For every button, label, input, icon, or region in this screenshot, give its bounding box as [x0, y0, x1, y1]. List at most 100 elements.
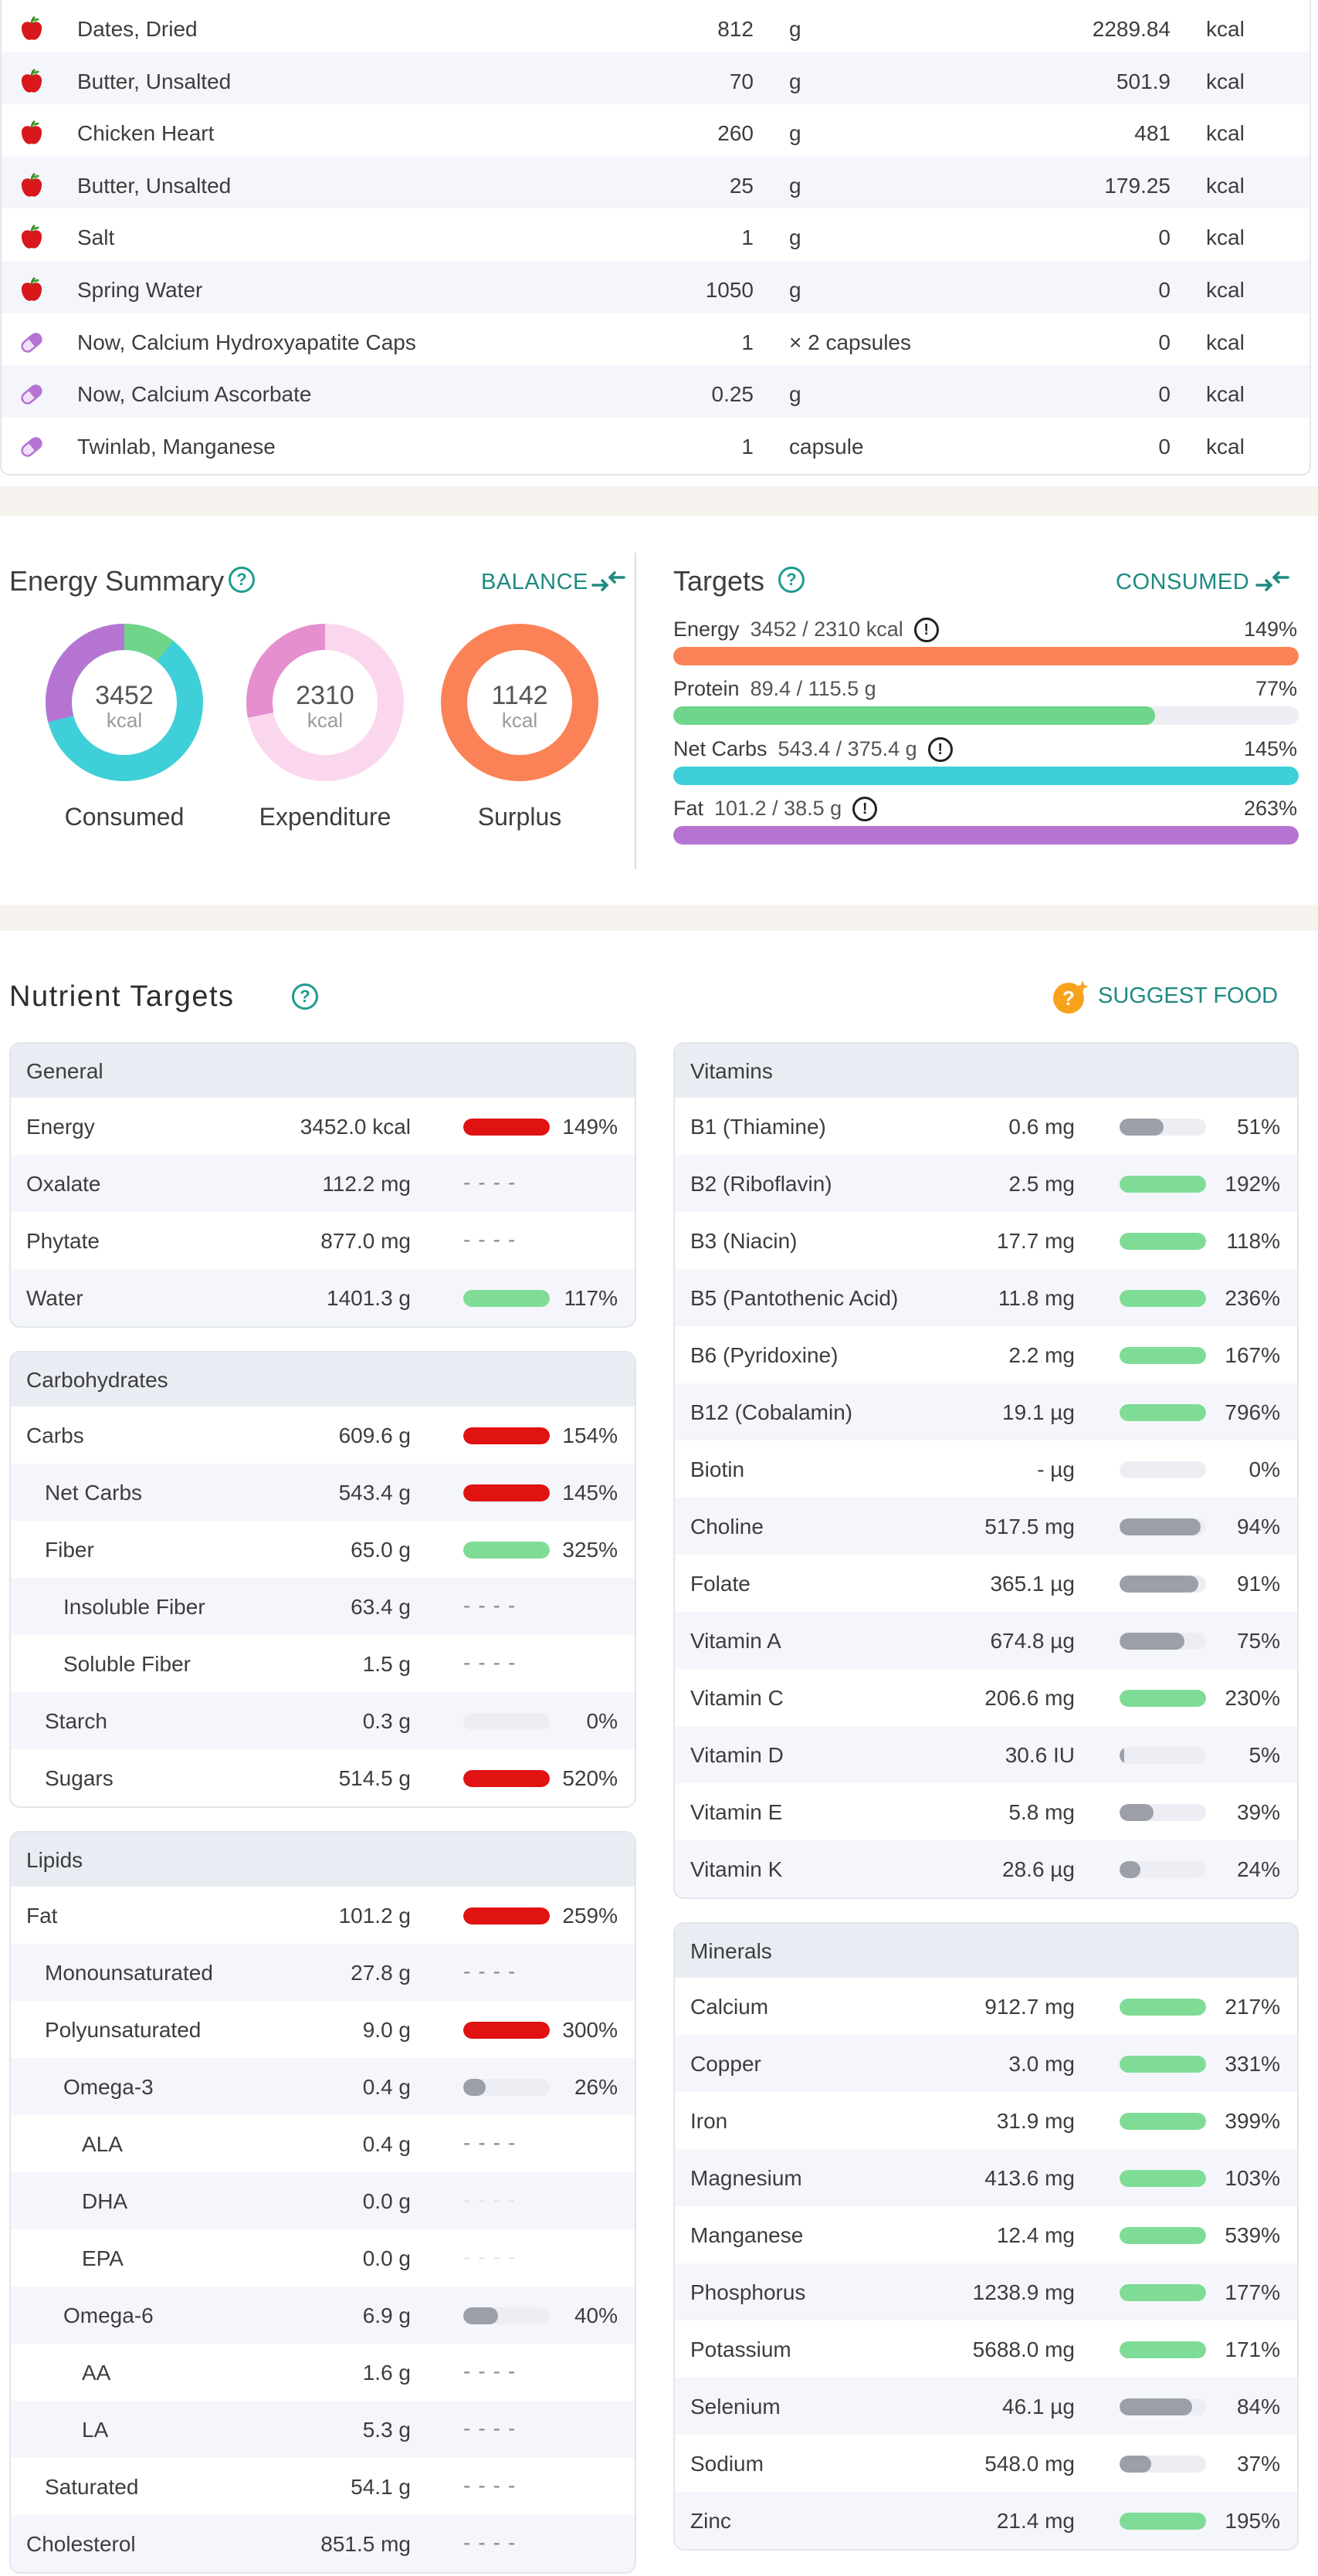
nutrient-row[interactable]: B3 (Niacin) 17.7 mg 118%: [675, 1212, 1297, 1269]
nutrient-percent: 236%: [1225, 1286, 1280, 1310]
food-amount[interactable]: 25: [729, 173, 754, 198]
nutrient-row[interactable]: Omega-6 6.9 g 40%: [11, 2287, 635, 2344]
food-name[interactable]: Butter, Unsalted: [77, 69, 232, 93]
warning-icon[interactable]: !: [927, 737, 953, 762]
nutrient-row[interactable]: Monounsaturated 27.8 g ----: [11, 1944, 635, 2001]
food-name[interactable]: Now, Calcium Ascorbate: [77, 382, 312, 407]
nutrient-name: EPA: [82, 2246, 124, 2270]
food-amount[interactable]: 1: [741, 434, 754, 459]
warning-icon[interactable]: !: [852, 797, 878, 821]
nutrient-row[interactable]: B12 (Cobalamin) 19.1 µg 796%: [675, 1383, 1297, 1440]
nutrient-row[interactable]: Polyunsaturated 9.0 g 300%: [11, 2001, 635, 2058]
nutrient-row[interactable]: Iron 31.9 mg 399%: [675, 2092, 1297, 2149]
food-name[interactable]: Now, Calcium Hydroxyapatite Caps: [77, 330, 416, 354]
food-amount[interactable]: 1: [741, 330, 754, 354]
nutrient-row[interactable]: DHA 0.0 g ----: [11, 2172, 635, 2229]
nutrient-row[interactable]: Vitamin A 674.8 µg 75%: [675, 1612, 1297, 1669]
nutrient-row[interactable]: Saturated 54.1 g ----: [11, 2458, 635, 2515]
nutrient-row[interactable]: B6 (Pyridoxine) 2.2 mg 167%: [675, 1326, 1297, 1383]
food-amount[interactable]: 0.25: [711, 382, 754, 407]
food-log-row[interactable]: Now, Calcium Ascorbate 0.25 g 0 kcal: [2, 365, 1310, 418]
food-log-row[interactable]: Butter, Unsalted 25 g 179.25 kcal: [2, 156, 1310, 209]
food-log-row[interactable]: Butter, Unsalted 70 g 501.9 kcal: [2, 52, 1310, 105]
nutrient-row[interactable]: Manganese 12.4 mg 539%: [675, 2206, 1297, 2263]
nutrient-row[interactable]: B1 (Thiamine) 0.6 mg 51%: [675, 1098, 1297, 1155]
food-amount[interactable]: 1050: [705, 277, 754, 302]
nutrient-row[interactable]: Sodium 548.0 mg 37%: [675, 2435, 1297, 2492]
nutrient-amount: 413.6 mg: [984, 2166, 1075, 2190]
food-name[interactable]: Spring Water: [77, 277, 203, 302]
nutrient-row[interactable]: B5 (Pantothenic Acid) 11.8 mg 236%: [675, 1269, 1297, 1326]
food-log-row[interactable]: Salt 1 g 0 kcal: [2, 208, 1310, 261]
food-log-row[interactable]: Now, Calcium Hydroxyapatite Caps 1 × 2 cap…: [2, 313, 1310, 366]
nutrient-row[interactable]: Omega-3 0.4 g 26%: [11, 2058, 635, 2115]
balance-mode-link[interactable]: BALANCE: [481, 570, 588, 594]
nutrient-row[interactable]: Selenium 46.1 µg 84%: [675, 2378, 1297, 2435]
nutrient-row[interactable]: EPA 0.0 g ----: [11, 2229, 635, 2287]
food-amount[interactable]: 70: [729, 69, 754, 93]
section-separator: [0, 486, 1318, 516]
nutrient-row[interactable]: Fiber 65.0 g 325%: [11, 1521, 635, 1578]
nutrient-name: Fiber: [45, 1538, 94, 1562]
food-name[interactable]: Twinlab, Manganese: [77, 434, 276, 459]
nutrient-row[interactable]: Insoluble Fiber 63.4 g ----: [11, 1578, 635, 1635]
nutrient-progress-fill: [1120, 2056, 1206, 2073]
consumed-mode-link[interactable]: CONSUMED: [1116, 570, 1250, 594]
nutrient-row[interactable]: Fat 101.2 g 259%: [11, 1887, 635, 1944]
nutrient-row[interactable]: Energy 3452.0 kcal 149%: [11, 1098, 635, 1155]
nutrient-row[interactable]: Copper 3.0 mg 331%: [675, 2035, 1297, 2092]
nutrient-row[interactable]: Choline 517.5 mg 94%: [675, 1498, 1297, 1555]
nutrient-row[interactable]: Starch 0.3 g 0%: [11, 1692, 635, 1749]
help-icon[interactable]: ?: [292, 983, 318, 1010]
suggest-food-icon[interactable]: ?: [1052, 977, 1090, 1016]
nutrient-progress-bar: [1120, 2341, 1206, 2358]
nutrient-progress-bar: [463, 1484, 550, 1501]
nutrient-amount: 17.7 mg: [996, 1229, 1075, 1253]
swap-arrows-icon[interactable]: [1255, 570, 1289, 593]
food-log-row[interactable]: Dates, Dried 812 g 2289.84 kcal: [2, 0, 1310, 52]
nutrient-row[interactable]: Vitamin C 206.6 mg 230%: [675, 1669, 1297, 1726]
swap-arrows-icon[interactable]: [591, 570, 625, 593]
nutrient-row[interactable]: Biotin - µg 0%: [675, 1440, 1297, 1498]
nutrient-row[interactable]: Soluble Fiber 1.5 g ----: [11, 1635, 635, 1692]
target-value: 89.4 / 115.5 g: [750, 677, 876, 700]
food-amount[interactable]: 260: [717, 121, 754, 146]
nutrient-row[interactable]: Sugars 514.5 g 520%: [11, 1749, 635, 1806]
target-label-net-carbs: Net Carbs 543.4 / 375.4 g!: [673, 737, 953, 762]
food-name[interactable]: Chicken Heart: [77, 121, 215, 146]
suggest-food-button[interactable]: SUGGEST FOOD: [1098, 983, 1279, 1008]
nutrient-row[interactable]: Net Carbs 543.4 g 145%: [11, 1464, 635, 1521]
food-name[interactable]: Dates, Dried: [77, 17, 198, 41]
nutrient-row[interactable]: Water 1401.3 g 117%: [11, 1269, 635, 1326]
nutrient-row[interactable]: ALA 0.4 g ----: [11, 2115, 635, 2172]
help-icon[interactable]: ?: [778, 567, 805, 593]
nutrient-row[interactable]: Phosphorus 1238.9 mg 177%: [675, 2263, 1297, 2320]
nutrient-percent: 796%: [1225, 1400, 1280, 1424]
food-log-row[interactable]: Spring Water 1050 g 0 kcal: [2, 260, 1310, 313]
food-amount[interactable]: 812: [717, 17, 754, 41]
nutrient-row[interactable]: Vitamin K 28.6 µg 24%: [675, 1840, 1297, 1897]
food-unit: g: [789, 69, 801, 93]
nutrient-row[interactable]: Potassium 5688.0 mg 171%: [675, 2320, 1297, 2378]
nutrient-row[interactable]: LA 5.3 g ----: [11, 2401, 635, 2458]
food-log-row[interactable]: Twinlab, Manganese 1 capsule 0 kcal: [2, 418, 1310, 470]
nutrient-row[interactable]: B2 (Riboflavin) 2.5 mg 192%: [675, 1155, 1297, 1212]
nutrient-row[interactable]: Zinc 21.4 mg 195%: [675, 2492, 1297, 2549]
food-name[interactable]: Salt: [77, 225, 115, 250]
nutrient-row[interactable]: Vitamin D 30.6 IU 5%: [675, 1726, 1297, 1783]
food-log-row[interactable]: Chicken Heart 260 g 481 kcal: [2, 104, 1310, 157]
nutrient-row[interactable]: Magnesium 413.6 mg 103%: [675, 2149, 1297, 2206]
food-amount[interactable]: 1: [741, 225, 754, 250]
help-icon[interactable]: ?: [229, 567, 255, 593]
nutrient-row[interactable]: Vitamin E 5.8 mg 39%: [675, 1783, 1297, 1840]
nutrient-row[interactable]: Cholesterol 851.5 mg ----: [11, 2515, 635, 2572]
nutrient-row[interactable]: Phytate 877.0 mg ----: [11, 1212, 635, 1269]
warning-icon[interactable]: !: [913, 618, 939, 642]
nutrient-row[interactable]: AA 1.6 g ----: [11, 2344, 635, 2401]
food-name[interactable]: Butter, Unsalted: [77, 173, 232, 198]
nutrient-row[interactable]: Folate 365.1 µg 91%: [675, 1555, 1297, 1612]
nutrient-targets-header: Nutrient Targets ? ? SUGGEST FOOD: [0, 957, 1318, 1034]
nutrient-row[interactable]: Oxalate 112.2 mg ----: [11, 1155, 635, 1212]
nutrient-row[interactable]: Carbs 609.6 g 154%: [11, 1406, 635, 1464]
nutrient-row[interactable]: Calcium 912.7 mg 217%: [675, 1978, 1297, 2035]
